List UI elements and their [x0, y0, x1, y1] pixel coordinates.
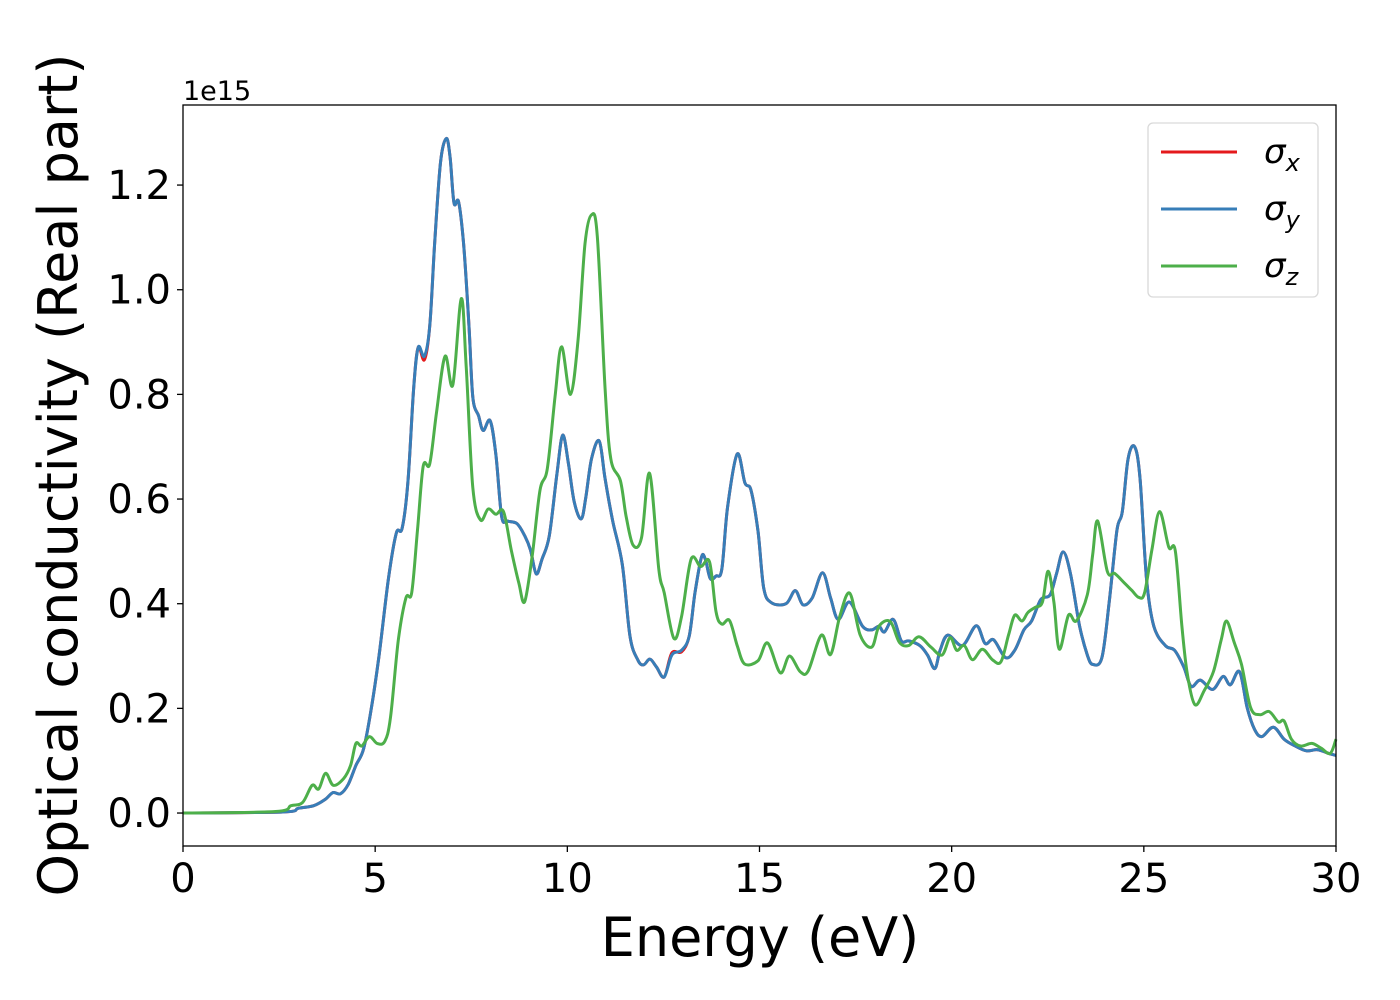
x-tick-label: 20	[926, 856, 977, 902]
legend: σx σy σz	[1147, 122, 1319, 298]
y-tick-label: 1.0	[107, 268, 171, 314]
x-tick-label: 5	[362, 856, 387, 902]
y-tick-label: 0.4	[107, 582, 171, 628]
y-axis-label: Optical conductivity (Real part)	[27, 54, 90, 897]
x-tick-label: 15	[734, 856, 785, 902]
series-line-sigma-y	[182, 136, 1337, 815]
legend-label-sigma-x: σx	[1264, 132, 1301, 177]
series-layer	[182, 136, 1338, 815]
x-tick-label: 30	[1311, 856, 1362, 902]
legend-label-sigma-y: σy	[1264, 189, 1301, 234]
y-tick-label: 0.6	[107, 477, 171, 523]
y-multiplier: 1e15	[183, 76, 251, 107]
x-tick-label: 0	[170, 856, 195, 902]
series-line-sigma-z	[182, 212, 1338, 815]
y-tick-label: 0.8	[107, 372, 171, 418]
x-tick-label: 25	[1118, 856, 1169, 902]
x-axis: 0 5 10 15 20 25 30	[170, 846, 1361, 902]
y-tick-label: 0.0	[107, 791, 171, 837]
legend-label-sigma-z: σz	[1264, 246, 1300, 291]
x-tick-label: 10	[542, 856, 593, 902]
y-axis: 0.0 0.2 0.4 0.6 0.8 1.0 1.2	[107, 163, 183, 837]
y-tick-label: 0.2	[107, 686, 171, 732]
y-tick-label: 1.2	[107, 163, 171, 209]
x-axis-label: Energy (eV)	[601, 906, 920, 969]
